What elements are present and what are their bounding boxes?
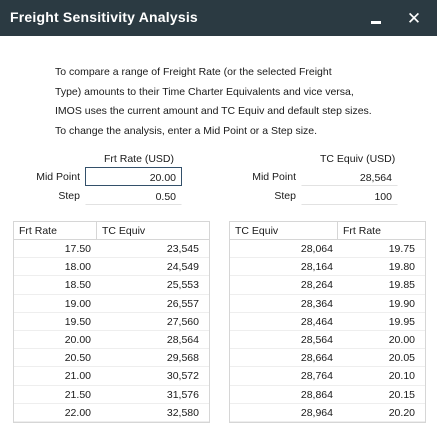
tc-equiv-table: TC Equiv Frt Rate 28,064 19.75 28,164 19.80… bbox=[229, 221, 426, 423]
table-cell: 19.75 bbox=[388, 243, 415, 255]
window-title: Freight Sensitivity Analysis bbox=[10, 9, 198, 25]
table-header: Frt Rate TC Equiv bbox=[14, 222, 209, 240]
table-cell: 28,864 bbox=[300, 388, 333, 401]
table-cell: 25,553 bbox=[166, 279, 199, 292]
table-cell: 19.00 bbox=[64, 297, 91, 310]
description-text: To compare a range of Freight Rate (or t… bbox=[55, 63, 425, 141]
close-icon: ✕ bbox=[406, 8, 422, 28]
column-header-frt-rate[interactable]: Frt Rate bbox=[343, 225, 381, 237]
table-cell: 21.00 bbox=[64, 370, 91, 383]
column-header-tc-equiv[interactable]: TC Equiv bbox=[235, 225, 279, 237]
table-cell: 19.85 bbox=[388, 279, 415, 292]
table-cell: 26,557 bbox=[166, 297, 199, 310]
table-cell: 21.50 bbox=[64, 388, 91, 401]
frt-step-input[interactable] bbox=[85, 186, 182, 205]
table-row[interactable]: 28,564 20.00 bbox=[230, 331, 425, 350]
table-cell: 20.05 bbox=[388, 352, 415, 365]
table-cell: 19.50 bbox=[64, 315, 91, 328]
table-cell: 20.20 bbox=[388, 406, 415, 419]
table-cell: 17.50 bbox=[64, 243, 91, 255]
table-cell: 20.50 bbox=[64, 352, 91, 365]
table-cell: 28,364 bbox=[300, 297, 333, 310]
table-row[interactable]: 28,764 20.10 bbox=[230, 367, 425, 386]
table-cell: 28,264 bbox=[300, 279, 333, 292]
table-cell: 27,560 bbox=[166, 315, 199, 328]
table-cell: 28,664 bbox=[300, 352, 333, 365]
table-header: TC Equiv Frt Rate bbox=[230, 222, 425, 240]
table-row[interactable]: 19.00 26,557 bbox=[14, 295, 209, 313]
table-cell: 23,545 bbox=[166, 243, 199, 255]
table-cell: 28,064 bbox=[300, 243, 333, 255]
column-divider[interactable] bbox=[337, 222, 338, 240]
table-cell: 28,564 bbox=[300, 333, 333, 346]
description-line: IMOS uses the current amount and TC Equi… bbox=[55, 105, 372, 117]
table-row[interactable]: 28,464 19.95 bbox=[230, 313, 425, 331]
table-cell: 22.00 bbox=[64, 406, 91, 419]
table-cell: 30,572 bbox=[166, 370, 199, 383]
close-button[interactable]: ✕ bbox=[402, 6, 426, 30]
column-header-frt-rate[interactable]: Frt Rate bbox=[19, 225, 57, 237]
table-cell: 28,764 bbox=[300, 370, 333, 383]
frt-mid-point-input[interactable] bbox=[85, 167, 182, 186]
table-row[interactable]: 28,064 19.75 bbox=[230, 240, 425, 259]
table-cell: 20.00 bbox=[64, 333, 91, 346]
table-cell: 28,564 bbox=[166, 333, 199, 346]
table-cell: 18.00 bbox=[64, 261, 91, 274]
table-row[interactable]: 22.00 32,580 bbox=[14, 404, 209, 422]
table-cell: 20.00 bbox=[388, 333, 415, 346]
table-cell: 24,549 bbox=[166, 261, 199, 274]
table-cell: 19.90 bbox=[388, 297, 415, 310]
minimize-button[interactable] bbox=[364, 6, 388, 30]
table-row[interactable]: 28,364 19.90 bbox=[230, 295, 425, 313]
tc-step-label: Step bbox=[274, 190, 296, 202]
frt-mid-point-label: Mid Point bbox=[36, 171, 80, 183]
column-divider[interactable] bbox=[96, 222, 97, 240]
table-row[interactable]: 21.00 30,572 bbox=[14, 367, 209, 386]
table-cell: 28,964 bbox=[300, 406, 333, 419]
table-row[interactable]: 28,964 20.20 bbox=[230, 404, 425, 422]
table-row[interactable]: 28,264 19.85 bbox=[230, 276, 425, 295]
title-bar: Freight Sensitivity Analysis ✕ bbox=[0, 0, 437, 36]
table-cell: 32,580 bbox=[166, 406, 199, 419]
description-line: To compare a range of Freight Rate (or t… bbox=[55, 66, 332, 78]
table-row[interactable]: 17.50 23,545 bbox=[14, 240, 209, 259]
table-row[interactable]: 20.50 29,568 bbox=[14, 349, 209, 368]
table-row[interactable]: 28,864 20.15 bbox=[230, 386, 425, 404]
frt-rate-table: Frt Rate TC Equiv 17.50 23,545 18.00 24,549… bbox=[13, 221, 210, 423]
tc-mid-point-label: Mid Point bbox=[252, 171, 296, 183]
table-row[interactable]: 18.50 25,553 bbox=[14, 276, 209, 295]
table-cell: 20.15 bbox=[388, 388, 415, 401]
table-cell: 28,164 bbox=[300, 261, 333, 274]
description-line: Type) amounts to their Time Charter Equi… bbox=[55, 85, 354, 98]
table-row[interactable]: 21.50 31,576 bbox=[14, 386, 209, 404]
table-cell: 20.10 bbox=[388, 370, 415, 383]
table-row[interactable]: 19.50 27,560 bbox=[14, 313, 209, 331]
table-row[interactable]: 18.00 24,549 bbox=[14, 258, 209, 277]
table-row[interactable]: 20.00 28,564 bbox=[14, 331, 209, 350]
frt-rate-column-header: Frt Rate (USD) bbox=[104, 153, 175, 165]
table-cell: 31,576 bbox=[166, 388, 199, 401]
table-cell: 18.50 bbox=[64, 279, 91, 292]
table-cell: 29,568 bbox=[166, 352, 199, 365]
description-line: To change the analysis, enter a Mid Poin… bbox=[55, 124, 318, 137]
tc-step-input[interactable] bbox=[301, 186, 398, 205]
table-cell: 19.80 bbox=[388, 261, 415, 274]
table-row[interactable]: 28,664 20.05 bbox=[230, 349, 425, 368]
table-row[interactable]: 28,164 19.80 bbox=[230, 258, 425, 277]
table-cell: 19.95 bbox=[388, 315, 415, 328]
column-header-tc-equiv[interactable]: TC Equiv bbox=[102, 225, 146, 237]
minimize-icon bbox=[371, 20, 381, 24]
table-cell: 28,464 bbox=[300, 315, 333, 328]
tc-equiv-column-header: TC Equiv (USD) bbox=[320, 153, 396, 165]
frt-step-label: Step bbox=[58, 190, 80, 202]
tc-mid-point-input[interactable] bbox=[301, 167, 398, 186]
